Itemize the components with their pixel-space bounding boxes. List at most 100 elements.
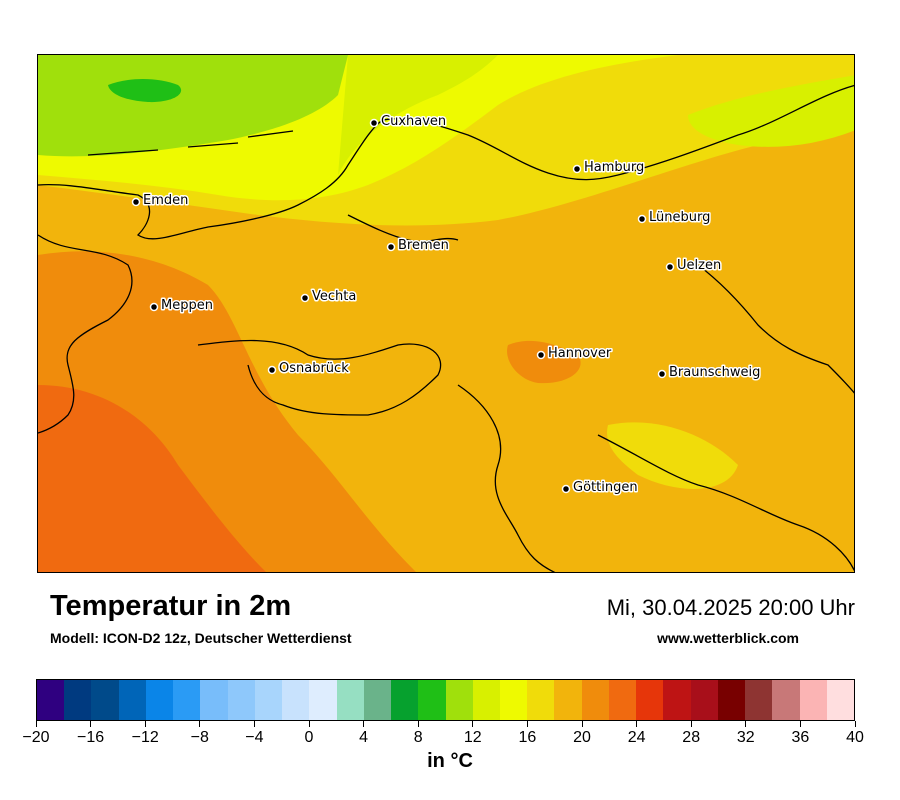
colorbar-segment <box>772 680 800 720</box>
tick-mark <box>745 721 747 727</box>
colorbar-segment <box>91 680 119 720</box>
city-emden[interactable]: Emden <box>131 192 190 210</box>
temperature-field-harz <box>607 422 738 489</box>
city-label: Hamburg <box>584 160 644 175</box>
colorbar-segment <box>663 680 691 720</box>
colorbar-segment <box>254 680 283 720</box>
colorbar-unit: in °C <box>427 750 473 772</box>
forecast-datetime: Mi, 30.04.2025 20:00 Uhr <box>606 595 855 620</box>
colorbar-segment <box>309 680 337 720</box>
tick-label: 32 <box>736 729 755 746</box>
temperature-field-cuxhaven <box>338 55 498 175</box>
map-canvas: Cuxhaven Hamburg Emden Lüneburg Bremen U… <box>38 55 854 572</box>
tick-label: 36 <box>791 729 810 746</box>
tick-mark <box>472 721 474 727</box>
colorbar-segment <box>336 680 364 720</box>
colorbar-segment <box>690 680 718 720</box>
city-uelzen[interactable]: Uelzen <box>665 257 723 275</box>
tick-label: −20 <box>22 729 50 746</box>
tick-mark <box>199 721 201 727</box>
tick-label: 16 <box>518 729 537 746</box>
tick-label: 20 <box>573 729 591 746</box>
tick-label: 28 <box>682 729 701 746</box>
border-southeast <box>597 434 854 572</box>
city-cuxhaven[interactable]: Cuxhaven <box>369 113 448 131</box>
colorbar-segment <box>145 680 174 720</box>
tick-mark <box>417 721 419 727</box>
city-marker-icon <box>536 350 546 360</box>
city-hannover[interactable]: Hannover <box>536 345 613 363</box>
city-lueneburg[interactable]: Lüneburg <box>637 209 712 227</box>
colorbar-segment <box>636 680 664 720</box>
border-east <box>697 264 854 394</box>
colorbar-segment <box>581 680 609 720</box>
temperature-field-elbe-north <box>688 75 854 147</box>
tick-label: 4 <box>359 729 369 746</box>
colorbar-segment <box>173 680 201 720</box>
tick-mark <box>854 721 856 727</box>
coastline-and-borders <box>38 84 854 572</box>
tick-label: 8 <box>413 729 423 746</box>
city-vechta[interactable]: Vechta <box>300 288 358 306</box>
colorbar-segment <box>227 680 255 720</box>
colorbar-segment <box>826 680 855 720</box>
temperature-field-sea-cold <box>108 79 182 103</box>
colorbar-segment <box>118 680 146 720</box>
city-label: Bremen <box>398 238 449 253</box>
tick-label: 12 <box>463 729 482 746</box>
city-braunschweig[interactable]: Braunschweig <box>657 364 762 382</box>
city-hamburg[interactable]: Hamburg <box>572 159 646 177</box>
tick-mark <box>90 721 92 727</box>
frisian-islands <box>87 130 294 156</box>
tick-mark <box>253 721 255 727</box>
colorbar-segment <box>363 680 392 720</box>
weser-river <box>347 214 459 243</box>
tick-mark <box>799 721 801 727</box>
colorbar-segment <box>527 680 555 720</box>
city-osnabrueck[interactable]: Osnabrück <box>267 360 351 378</box>
city-marker-icon <box>267 365 277 375</box>
city-meppen[interactable]: Meppen <box>149 297 214 315</box>
city-goettingen[interactable]: Göttingen <box>561 479 639 497</box>
city-marker-icon <box>572 164 582 174</box>
map-title: Temperatur in 2m <box>50 590 292 622</box>
tick-mark <box>144 721 146 727</box>
colorbar-segment <box>472 680 500 720</box>
tick-mark <box>526 721 528 727</box>
city-marker-icon <box>300 293 310 303</box>
colorbar-segment <box>64 680 92 720</box>
tick-mark <box>636 721 638 727</box>
city-marker-icon <box>369 118 379 128</box>
tick-label: −16 <box>77 729 105 746</box>
border-osnabrueck <box>197 339 442 416</box>
model-source: Modell: ICON-D2 12z, Deutscher Wetterdie… <box>50 630 352 646</box>
colorbar-segment <box>608 680 637 720</box>
city-label: Cuxhaven <box>381 114 446 129</box>
city-markers: Cuxhaven Hamburg Emden Lüneburg Bremen U… <box>131 113 762 497</box>
colorbar-segment <box>554 680 582 720</box>
colorbar-segment <box>499 680 528 720</box>
tick-label: −8 <box>190 729 209 746</box>
border-netherlands <box>38 234 133 434</box>
tick-mark <box>581 721 583 727</box>
tick-mark <box>308 721 310 727</box>
tick-mark <box>690 721 692 727</box>
temperature-field-very-warm <box>38 385 266 572</box>
tick-mark <box>35 721 37 727</box>
city-bremen[interactable]: Bremen <box>386 237 450 255</box>
colorbar-segment <box>200 680 228 720</box>
city-marker-icon <box>665 262 675 272</box>
temperature-field-hannover-warm <box>507 340 581 384</box>
city-label: Lüneburg <box>649 210 710 225</box>
tick-label: 40 <box>846 729 864 746</box>
colorbar-segment <box>717 680 746 720</box>
temperature-field-sea <box>38 55 348 157</box>
website-link[interactable]: www.wetterblick.com <box>657 630 799 646</box>
city-marker-icon <box>149 302 159 312</box>
city-marker-icon <box>637 214 647 224</box>
colorbar-segment <box>445 680 473 720</box>
tick-label: 24 <box>627 729 646 746</box>
border-south <box>457 384 556 572</box>
city-marker-icon <box>386 242 396 252</box>
city-marker-icon <box>131 197 141 207</box>
